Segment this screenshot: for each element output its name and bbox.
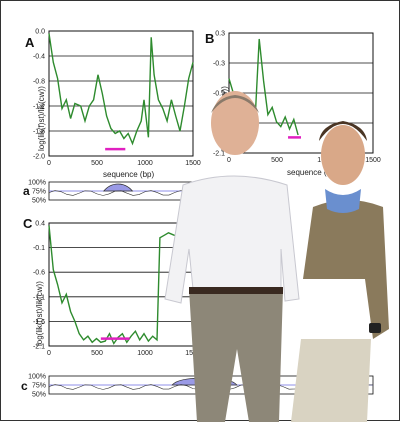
plot-area bbox=[48, 30, 194, 157]
y-tick-label: -1.1 bbox=[33, 294, 45, 301]
x-tick-label: 1000 bbox=[137, 160, 153, 167]
y-tick-label: -0.6 bbox=[33, 270, 45, 277]
panel-c-label: C bbox=[23, 216, 33, 231]
panel-a-label: A bbox=[25, 35, 35, 50]
x-tick-label: 500 bbox=[271, 157, 283, 164]
panel-b-xlabel: sequence (bp) bbox=[287, 168, 339, 177]
y-tick-label: 0.4 bbox=[35, 221, 45, 228]
y-tick-label: -1.2 bbox=[33, 104, 45, 111]
x-tick-label: 0 bbox=[47, 350, 51, 357]
y-tick-label: -2.1 bbox=[213, 151, 225, 158]
conservation-trace bbox=[48, 190, 194, 196]
y-tick-label: -1.6 bbox=[33, 129, 45, 136]
y-tick-label: -0.8 bbox=[33, 79, 45, 86]
series-line bbox=[48, 225, 179, 345]
x-tick-label: 1500 bbox=[185, 160, 201, 167]
y-tick-label: -0.1 bbox=[33, 245, 45, 252]
y-tick-label: -1.6 bbox=[33, 319, 45, 326]
series-line bbox=[48, 33, 194, 146]
y-tick-label: 0.3 bbox=[215, 31, 225, 38]
conservation-c-label: c bbox=[21, 379, 28, 393]
conservation-tick: 100% bbox=[28, 374, 46, 381]
y-tick-label: -0.3 bbox=[213, 61, 225, 68]
conservation-tick: 75% bbox=[32, 383, 46, 390]
x-tick-label: 0 bbox=[47, 160, 51, 167]
photo-two-men bbox=[164, 91, 389, 422]
panel-b-label: B bbox=[205, 31, 215, 46]
x-tick-label: 500 bbox=[91, 160, 103, 167]
conservation-tick: 50% bbox=[32, 198, 46, 205]
y-tick-label: -2.0 bbox=[33, 154, 45, 161]
x-tick-label: 1500 bbox=[365, 157, 381, 164]
y-tick-label: 0.0 bbox=[35, 29, 45, 36]
x-tick-label: 1000 bbox=[137, 350, 153, 357]
x-tick-label: 500 bbox=[91, 350, 103, 357]
conservation-tick: 100% bbox=[28, 180, 46, 187]
man-right bbox=[291, 121, 389, 422]
conservation-tick: 50% bbox=[32, 392, 46, 399]
y-tick-label: -2.1 bbox=[33, 344, 45, 351]
conservation-a-label: a bbox=[23, 184, 30, 198]
man-left bbox=[164, 91, 300, 422]
conservation-tick: 75% bbox=[32, 189, 46, 196]
y-tick-label: -0.9 bbox=[213, 91, 225, 98]
conservation-peak bbox=[102, 183, 134, 192]
x-tick-label: 0 bbox=[227, 157, 231, 164]
y-tick-label: -0.4 bbox=[33, 54, 45, 61]
panel-a-xlabel: sequence (bp) bbox=[103, 170, 155, 179]
